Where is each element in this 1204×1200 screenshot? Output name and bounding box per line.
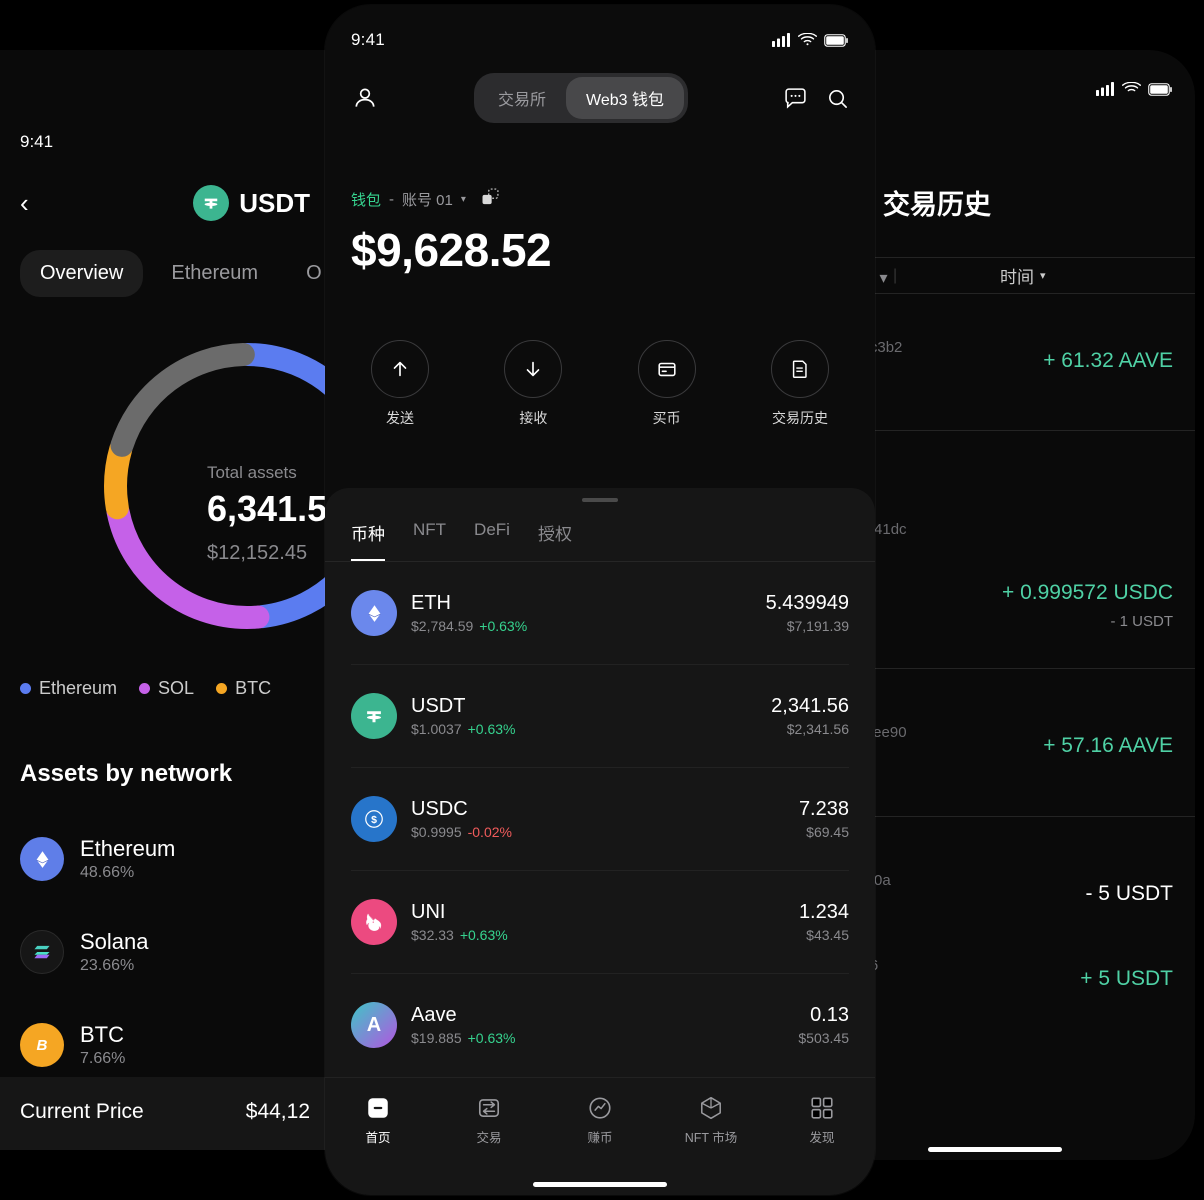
svg-text:B: B [37, 1037, 48, 1054]
svg-text:$: $ [371, 814, 377, 826]
